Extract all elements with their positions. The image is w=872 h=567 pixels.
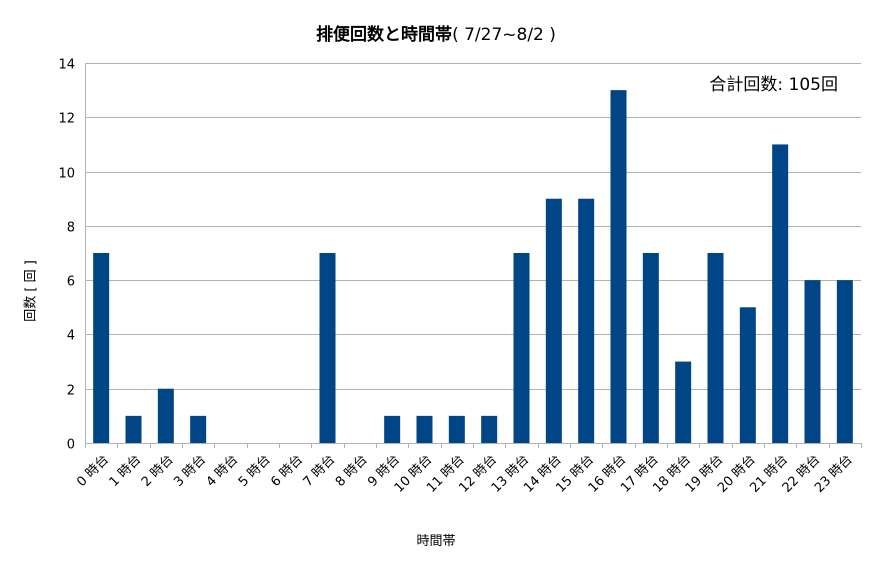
bar bbox=[545, 198, 562, 443]
bar bbox=[448, 415, 465, 443]
bar bbox=[513, 253, 530, 443]
bar bbox=[836, 280, 853, 443]
y-tick-label: 12 bbox=[58, 112, 75, 127]
y-tick-label: 2 bbox=[67, 384, 75, 399]
chart-title-main: 排便回数と時間帯 bbox=[316, 25, 453, 45]
bar bbox=[190, 415, 207, 443]
bar bbox=[804, 280, 821, 443]
bar bbox=[384, 415, 401, 443]
y-axis-label: 回数 [ 回 ] bbox=[23, 260, 39, 322]
bar bbox=[707, 253, 724, 443]
bar bbox=[416, 415, 433, 443]
bar bbox=[772, 144, 789, 443]
x-tick-label: 7 時台 bbox=[301, 452, 339, 490]
bar bbox=[157, 388, 174, 443]
y-tick-label: 0 bbox=[67, 438, 75, 453]
bars bbox=[93, 90, 853, 444]
bar bbox=[642, 253, 659, 443]
bar bbox=[481, 415, 498, 443]
y-tick-label: 4 bbox=[67, 329, 75, 344]
chart-title: 排便回数と時間帯( 7/27~8/2 ) bbox=[0, 20, 872, 45]
x-tick-label: 5 時台 bbox=[236, 452, 274, 490]
bar bbox=[675, 361, 692, 443]
x-axis-label: 時間帯 bbox=[416, 534, 456, 549]
x-tick-label: 3 時台 bbox=[171, 452, 209, 490]
y-tick-labels: 0 2 4 6 8 10 12 14 bbox=[58, 58, 75, 453]
bar bbox=[93, 253, 110, 443]
x-tick-label: 6 時台 bbox=[268, 452, 306, 490]
y-tick-label: 8 bbox=[67, 221, 75, 236]
x-tick-label: 8 時台 bbox=[333, 452, 371, 490]
bar bbox=[125, 415, 142, 443]
x-tick-labels: 0 時台1 時台2 時台3 時台4 時台5 時台6 時台7 時台8 時台9 時台… bbox=[74, 452, 855, 496]
axes bbox=[85, 63, 862, 448]
bar bbox=[319, 253, 336, 443]
x-tick-label: 0 時台 bbox=[74, 452, 112, 490]
y-tick-label: 6 bbox=[67, 275, 75, 290]
x-tick-label: 1 時台 bbox=[107, 452, 145, 490]
y-tick-label: 10 bbox=[58, 167, 75, 182]
total-count-annotation: 合計回数: 105回 bbox=[709, 75, 838, 95]
bar bbox=[578, 198, 595, 443]
x-tick-label: 2 時台 bbox=[139, 452, 177, 490]
bar bbox=[739, 307, 756, 443]
x-tick-label: 4 時台 bbox=[204, 452, 242, 490]
chart-title-range: ( 7/27~8/2 ) bbox=[452, 25, 556, 45]
bar bbox=[610, 90, 627, 444]
y-tick-label: 14 bbox=[58, 58, 75, 73]
